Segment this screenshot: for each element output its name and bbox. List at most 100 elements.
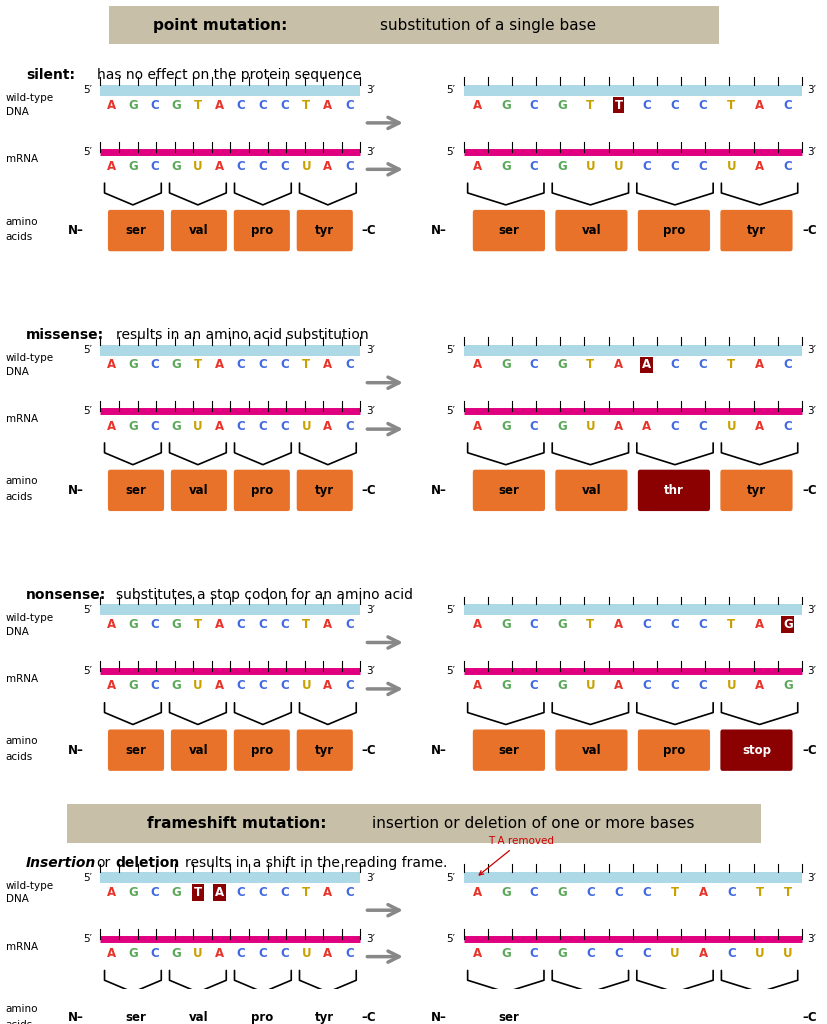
Text: stop: stop <box>741 743 770 757</box>
Text: G: G <box>171 680 181 692</box>
Text: C: C <box>698 98 707 112</box>
Text: U: U <box>301 160 311 173</box>
Text: C: C <box>258 947 267 961</box>
FancyBboxPatch shape <box>170 728 227 772</box>
Text: 5′: 5′ <box>84 934 93 944</box>
Text: A: A <box>754 680 763 692</box>
Text: 5′: 5′ <box>84 146 93 157</box>
Text: C: C <box>670 358 678 372</box>
Text: A: A <box>472 680 481 692</box>
FancyBboxPatch shape <box>107 996 165 1024</box>
Text: A: A <box>472 618 481 631</box>
Text: C: C <box>345 358 353 372</box>
Text: T: T <box>194 618 202 631</box>
Text: 3′: 3′ <box>366 934 375 944</box>
Text: A: A <box>754 618 763 631</box>
Text: C: C <box>280 618 289 631</box>
Text: T: T <box>302 358 310 372</box>
Text: C: C <box>529 98 538 112</box>
Text: C: C <box>586 947 594 961</box>
Text: C: C <box>586 886 594 899</box>
Text: A: A <box>323 420 332 433</box>
Text: A: A <box>754 358 763 372</box>
FancyBboxPatch shape <box>295 469 353 512</box>
Text: 3′: 3′ <box>806 667 815 676</box>
Text: C: C <box>782 160 791 173</box>
FancyBboxPatch shape <box>232 728 290 772</box>
Text: A: A <box>215 618 224 631</box>
Text: T: T <box>194 358 202 372</box>
Text: C: C <box>150 98 159 112</box>
Text: tyr: tyr <box>315 743 334 757</box>
Text: C: C <box>280 420 289 433</box>
Text: G: G <box>171 618 181 631</box>
Text: C: C <box>782 358 791 372</box>
Text: DNA: DNA <box>6 367 28 377</box>
Text: U: U <box>193 947 203 961</box>
Text: 5′: 5′ <box>84 345 93 355</box>
Text: frameshift mutation:: frameshift mutation: <box>146 816 326 830</box>
Text: C: C <box>698 680 707 692</box>
Text: A: A <box>215 680 224 692</box>
Text: A: A <box>614 358 623 372</box>
Text: G: G <box>171 358 181 372</box>
Text: T: T <box>586 618 594 631</box>
FancyBboxPatch shape <box>107 209 165 252</box>
FancyBboxPatch shape <box>636 209 710 252</box>
Text: G: G <box>128 98 137 112</box>
FancyBboxPatch shape <box>553 996 628 1024</box>
Text: T: T <box>670 886 678 899</box>
Text: A: A <box>642 358 651 372</box>
Text: point mutation:: point mutation: <box>153 17 287 33</box>
Text: G: G <box>128 618 137 631</box>
Text: N–: N– <box>430 743 446 757</box>
Text: nonsense:: nonsense: <box>26 588 106 602</box>
Text: T: T <box>194 886 202 899</box>
Text: A: A <box>107 420 116 433</box>
Text: N–: N– <box>68 484 84 497</box>
Text: G: G <box>128 358 137 372</box>
FancyBboxPatch shape <box>471 469 545 512</box>
Text: G: G <box>128 947 137 961</box>
Text: A: A <box>472 420 481 433</box>
Text: C: C <box>258 98 267 112</box>
Text: missense:: missense: <box>26 329 104 342</box>
Text: –C: –C <box>361 224 375 238</box>
Text: tyr: tyr <box>746 484 765 497</box>
Text: 3′: 3′ <box>806 146 815 157</box>
Text: C: C <box>345 680 353 692</box>
Text: T: T <box>726 618 734 631</box>
Text: C: C <box>258 358 267 372</box>
Text: C: C <box>529 160 538 173</box>
Text: val: val <box>581 484 600 497</box>
Text: C: C <box>150 947 159 961</box>
Text: G: G <box>500 358 510 372</box>
Text: C: C <box>642 680 650 692</box>
Text: pro: pro <box>251 484 273 497</box>
Text: C: C <box>150 886 159 899</box>
Text: ser: ser <box>126 484 146 497</box>
Text: DNA: DNA <box>6 627 28 637</box>
Text: A: A <box>107 886 116 899</box>
Text: acids: acids <box>6 232 33 243</box>
Text: A: A <box>698 886 707 899</box>
FancyBboxPatch shape <box>471 996 545 1024</box>
Text: C: C <box>698 160 707 173</box>
FancyBboxPatch shape <box>170 469 227 512</box>
Text: substitutes a stop codon for an amino acid: substitutes a stop codon for an amino ac… <box>116 588 412 602</box>
Text: or: or <box>96 856 111 869</box>
Text: G: G <box>128 420 137 433</box>
FancyBboxPatch shape <box>463 604 801 615</box>
Text: 5′: 5′ <box>446 605 455 614</box>
Text: A: A <box>323 947 332 961</box>
Text: C: C <box>150 618 159 631</box>
FancyBboxPatch shape <box>636 469 710 512</box>
Text: G: G <box>500 98 510 112</box>
Text: A: A <box>754 420 763 433</box>
Text: G: G <box>128 680 137 692</box>
Text: A: A <box>698 947 707 961</box>
Text: tyr: tyr <box>315 224 334 238</box>
Text: C: C <box>782 98 791 112</box>
Text: G: G <box>128 160 137 173</box>
Text: T: T <box>754 886 762 899</box>
